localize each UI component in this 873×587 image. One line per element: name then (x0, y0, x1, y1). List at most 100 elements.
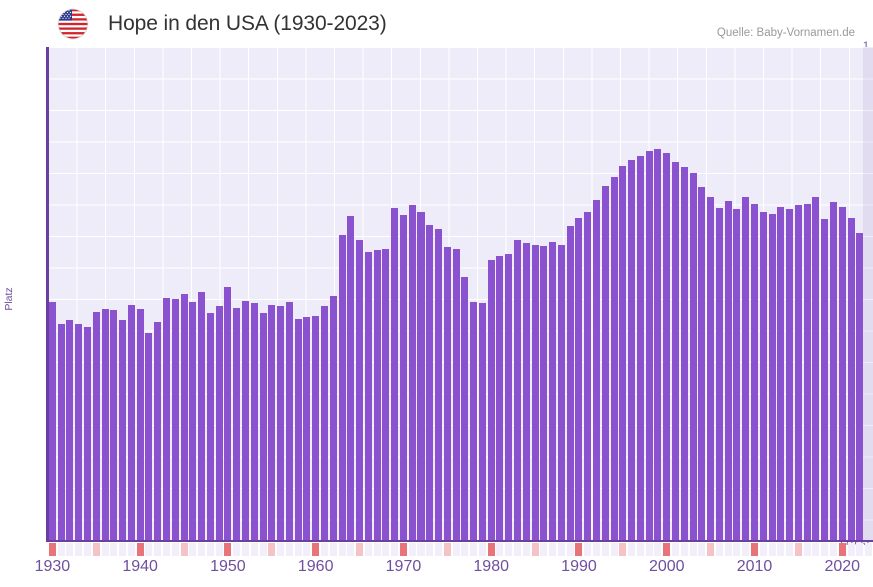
bar[interactable] (689, 173, 697, 541)
bar[interactable] (180, 293, 188, 541)
bar[interactable] (162, 297, 170, 541)
bar[interactable] (610, 177, 618, 541)
bar[interactable] (75, 324, 83, 541)
bar[interactable] (329, 296, 337, 541)
bar[interactable] (127, 304, 135, 541)
bar[interactable] (847, 217, 855, 541)
bar[interactable] (356, 240, 364, 541)
bar[interactable] (154, 321, 162, 541)
bar[interactable] (259, 313, 267, 541)
bar[interactable] (136, 308, 144, 541)
bar[interactable] (803, 203, 811, 541)
bar[interactable] (268, 304, 276, 541)
bar[interactable] (417, 212, 425, 541)
bar[interactable] (496, 255, 504, 541)
bar[interactable] (557, 244, 565, 541)
bar[interactable] (48, 301, 56, 541)
bar[interactable] (724, 201, 732, 541)
bar[interactable] (303, 317, 311, 541)
bar[interactable] (452, 248, 460, 541)
bar[interactable] (514, 240, 522, 541)
bar[interactable] (478, 303, 486, 541)
bar[interactable] (408, 205, 416, 541)
bar[interactable] (549, 241, 557, 541)
strip-cell (768, 543, 776, 556)
bar[interactable] (461, 276, 469, 541)
bar[interactable] (601, 185, 609, 541)
strip-cell (66, 543, 74, 556)
bar[interactable] (426, 224, 434, 541)
bar[interactable] (101, 308, 109, 541)
bar[interactable] (636, 156, 644, 541)
bar[interactable] (391, 208, 399, 541)
bar[interactable] (241, 300, 249, 541)
bar[interactable] (505, 254, 513, 541)
bar[interactable] (575, 217, 583, 541)
bar[interactable] (145, 332, 153, 541)
bar[interactable] (487, 259, 495, 541)
bar[interactable] (838, 206, 846, 541)
bar[interactable] (707, 196, 715, 541)
bar[interactable] (777, 206, 785, 541)
bar[interactable] (680, 167, 688, 541)
bar[interactable] (593, 199, 601, 541)
bar[interactable] (470, 301, 478, 541)
bar[interactable] (715, 208, 723, 541)
bar[interactable] (645, 150, 653, 541)
bar[interactable] (364, 251, 372, 541)
bar[interactable] (171, 299, 179, 541)
bar[interactable] (522, 243, 530, 541)
bar[interactable] (786, 209, 794, 541)
bar[interactable] (250, 303, 258, 541)
bar[interactable] (654, 149, 662, 541)
bar[interactable] (382, 248, 390, 541)
bar[interactable] (347, 216, 355, 541)
bar[interactable] (399, 215, 407, 541)
strip-cell (522, 543, 530, 556)
bar[interactable] (821, 219, 829, 541)
bar[interactable] (443, 247, 451, 541)
bar[interactable] (92, 311, 100, 541)
bar[interactable] (312, 315, 320, 541)
bar[interactable] (698, 187, 706, 541)
strip-cell (619, 543, 627, 556)
bar[interactable] (338, 234, 346, 541)
bar[interactable] (435, 229, 443, 541)
bar[interactable] (768, 213, 776, 541)
bar[interactable] (189, 301, 197, 541)
bar[interactable] (373, 250, 381, 541)
bar[interactable] (66, 320, 74, 541)
bar[interactable] (856, 233, 864, 541)
y-axis-title: Platz (3, 287, 15, 311)
strip-cell (101, 543, 109, 556)
bar[interactable] (119, 320, 127, 541)
bar[interactable] (206, 313, 214, 541)
bar[interactable] (733, 209, 741, 541)
bar[interactable] (566, 226, 574, 541)
bar[interactable] (663, 153, 671, 541)
bar[interactable] (320, 306, 328, 541)
bar[interactable] (198, 292, 206, 541)
bar[interactable] (584, 212, 592, 541)
bar[interactable] (794, 205, 802, 541)
bar[interactable] (83, 327, 91, 541)
bar[interactable] (759, 212, 767, 541)
bar[interactable] (619, 166, 627, 541)
bar[interactable] (294, 318, 302, 541)
bar[interactable] (540, 245, 548, 541)
bar[interactable] (57, 324, 65, 541)
bar[interactable] (224, 286, 232, 541)
bar[interactable] (110, 310, 118, 541)
bar[interactable] (531, 244, 539, 541)
bar[interactable] (277, 306, 285, 541)
bar[interactable] (285, 301, 293, 541)
bar[interactable] (233, 307, 241, 541)
bar[interactable] (215, 306, 223, 541)
bar[interactable] (812, 196, 820, 541)
bar[interactable] (829, 202, 837, 541)
strip-cell (259, 543, 267, 556)
bar[interactable] (672, 161, 680, 541)
bar[interactable] (628, 160, 636, 541)
bar[interactable] (742, 196, 750, 541)
bar[interactable] (751, 203, 759, 541)
